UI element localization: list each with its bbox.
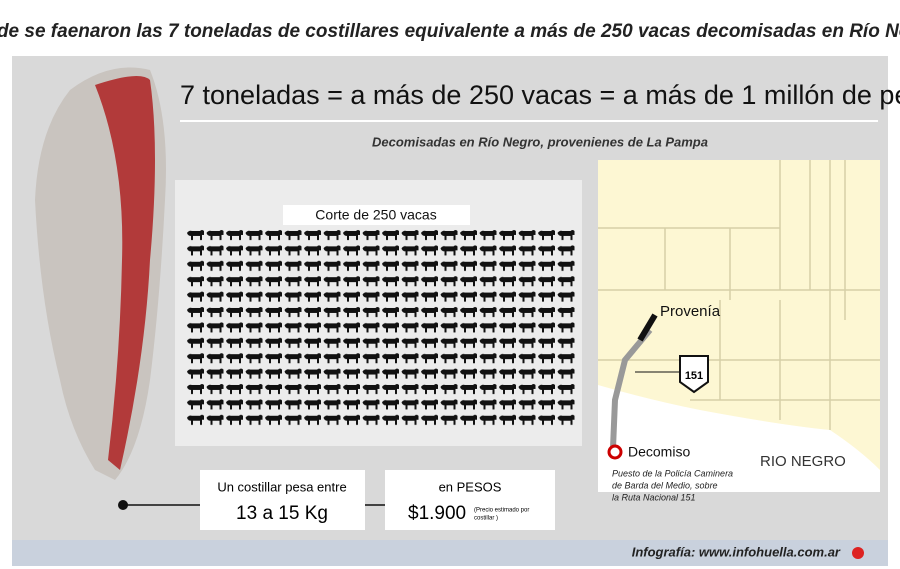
title: ¿Dónde se faenaron las 7 toneladas de co… — [0, 21, 900, 42]
subtitle: Decomisadas en Río Negro, provenienes de… — [372, 134, 708, 149]
caption-line: Puesto de la Policía Caminera — [612, 468, 733, 478]
caption-line: de Barda del Medio, sobre — [612, 480, 718, 490]
price-note: (Precio estimado por — [474, 508, 529, 514]
price-note: costillar ) — [474, 516, 498, 522]
price-value: $1.900 — [408, 503, 466, 524]
origin-label: Provenía — [660, 303, 721, 320]
headline: 7 toneladas = a más de 250 vacas = a más… — [180, 80, 900, 110]
cow-grid — [186, 228, 576, 428]
weight-box — [200, 470, 365, 530]
province-label: RIO NEGRO — [760, 453, 846, 470]
route-label: 151 — [685, 370, 703, 382]
map-borders — [598, 160, 880, 430]
decomiso-marker — [607, 444, 623, 460]
route-sign — [679, 355, 709, 394]
cow-label: Corte de 250 vacas — [315, 207, 436, 223]
arrow — [637, 313, 658, 342]
cow-label-box — [283, 205, 470, 225]
price-label: en PESOS — [439, 479, 502, 494]
weight-value: 13 a 15 Kg — [236, 503, 328, 524]
credit: Infografía: www.infohuella.com.ar — [632, 544, 841, 559]
weight-label: Un costillar pesa entre — [217, 479, 346, 494]
footer — [12, 540, 888, 566]
destination-label: Decomiso — [628, 444, 690, 460]
route — [610, 328, 653, 449]
price-box — [385, 470, 555, 530]
rio-negro-area — [598, 385, 880, 492]
caption-line: la Ruta Nacional 151 — [612, 492, 696, 502]
rib-meat-red — [95, 76, 155, 470]
logo — [852, 547, 864, 559]
